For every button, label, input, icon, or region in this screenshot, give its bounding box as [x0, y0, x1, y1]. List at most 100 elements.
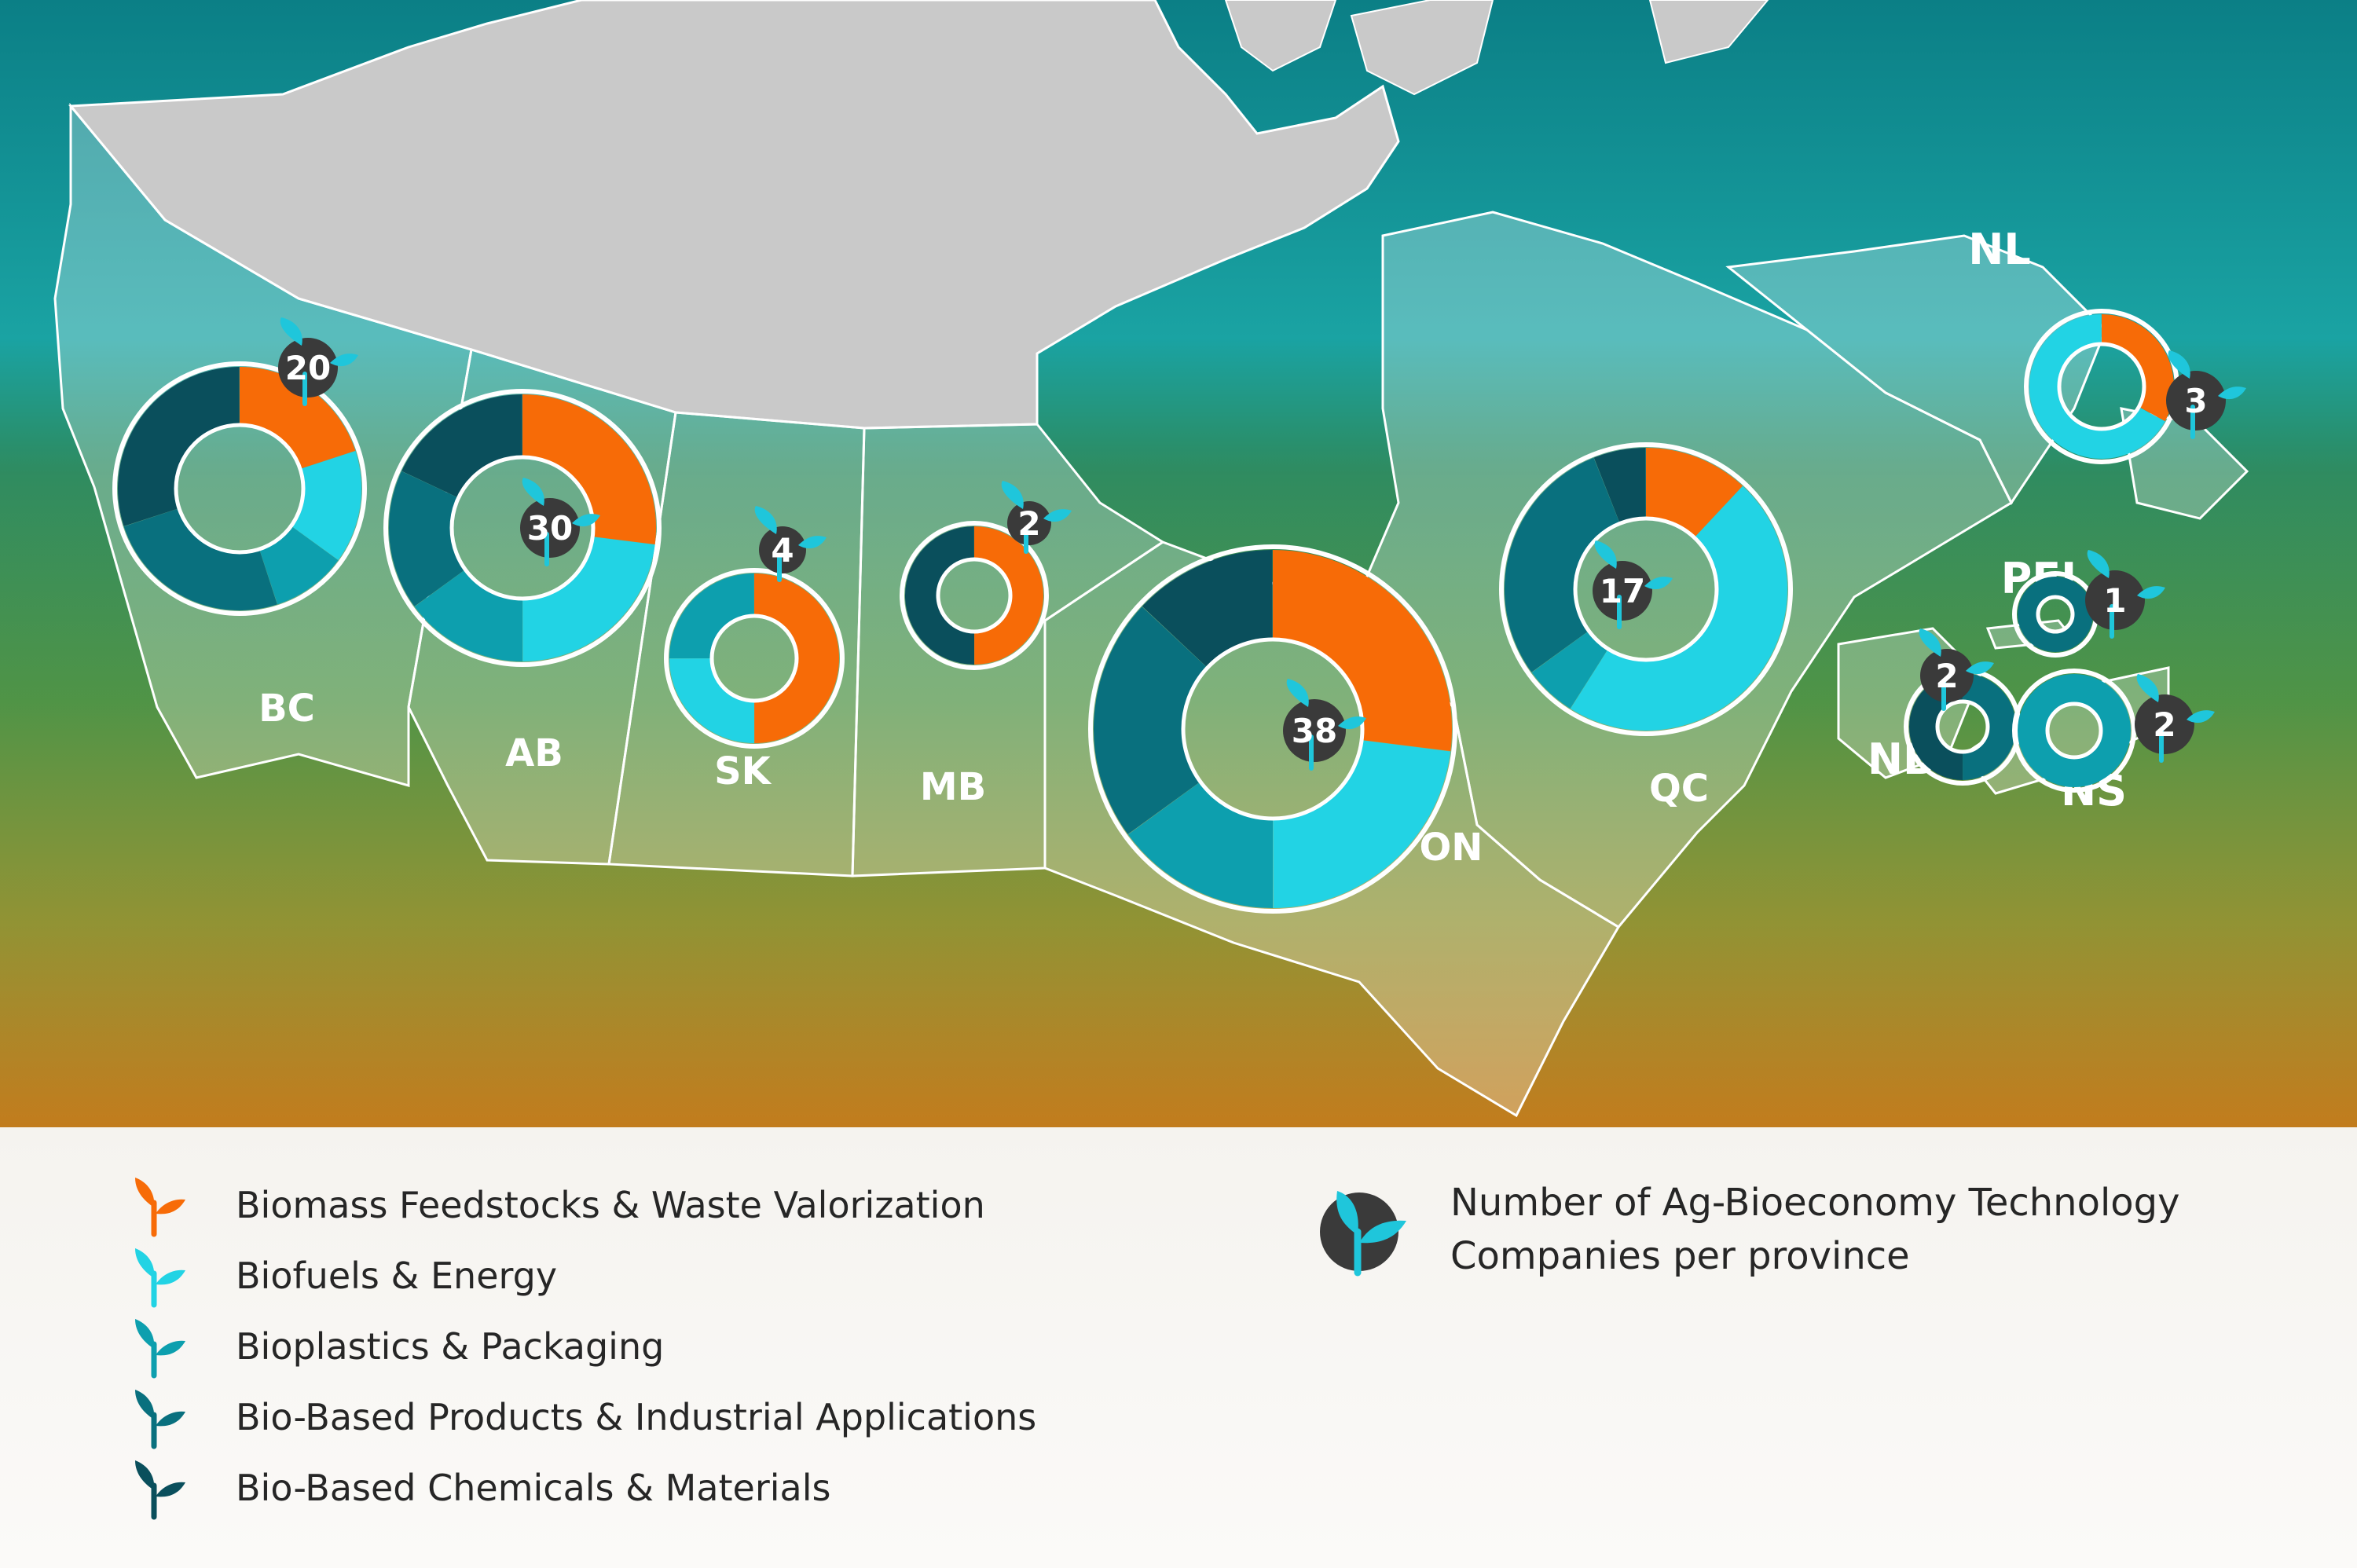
- donut-slice-nl-0: [2102, 314, 2174, 422]
- donut-slice-on-2: [1127, 782, 1273, 908]
- count-badge-circle: [1283, 699, 1346, 762]
- donut-slice-ab-0: [522, 394, 656, 544]
- donut-inner-outline: [1573, 516, 1719, 662]
- label-ab: AB: [505, 731, 563, 775]
- sprout-icon: [754, 506, 827, 582]
- donut-inner-outline: [2045, 702, 2103, 760]
- legend-item-bio-chemicals: Bio-Based Chemicals & Materials: [126, 1457, 1147, 1520]
- arctic-islands: [1224, 0, 1769, 96]
- donut-slice-bc-4: [117, 367, 240, 526]
- legend-label: Biomass Feedstocks & Waste Valorization: [236, 1184, 985, 1226]
- donut-inner-outline: [709, 614, 799, 703]
- donut-outline: [1499, 442, 1793, 736]
- sprout-icon: [2136, 674, 2215, 763]
- sprout-icon: [522, 478, 600, 566]
- donut-pei: 1: [2012, 550, 2165, 658]
- donut-slice-ab-4: [401, 394, 522, 497]
- donut-sk: 4: [664, 506, 845, 749]
- donut-inner-outline: [1181, 637, 1365, 821]
- count-badge-circle: [2135, 694, 2194, 754]
- donut-inner-outline: [174, 423, 306, 555]
- donut-bc: 20: [112, 317, 367, 616]
- sprout-icon: [1286, 679, 1366, 771]
- donut-slice-ab-1: [522, 537, 655, 661]
- donut-slice-sk-2: [669, 573, 754, 658]
- donut-slice-on-0: [1273, 549, 1453, 752]
- donut-slice-ab-3: [388, 471, 464, 606]
- count-badge-nb: 2: [1919, 628, 1994, 711]
- province-labels: BC AB SK MB ON QC NL PEI NB NS: [258, 225, 2127, 870]
- count-badge-sk: 4: [754, 506, 827, 582]
- donut-inner-outline: [1935, 699, 1990, 754]
- donut-slice-sk-0: [754, 573, 840, 743]
- donut-slice-pei-3: [2018, 577, 2093, 652]
- sprout-icon: [135, 1390, 185, 1449]
- count-badge-circle: [1007, 501, 1051, 545]
- donut-outline: [900, 521, 1049, 670]
- count-badge-circle: [278, 338, 338, 397]
- sprout-icon: [2168, 350, 2246, 439]
- count-badge-mb: 2: [1001, 481, 1072, 554]
- donut-slice-mb-4: [904, 526, 974, 665]
- sprout-icon: [280, 317, 358, 406]
- donut-outline: [664, 568, 845, 749]
- count-badge-circle: [2166, 371, 2226, 430]
- donut-outline: [112, 361, 367, 616]
- sprout-icon: [135, 1178, 185, 1237]
- sprout-icon: [1001, 481, 1072, 554]
- province-bc-shape: [53, 102, 473, 787]
- count-badge-on: 38: [1283, 679, 1366, 771]
- donut-slice-ab-2: [414, 570, 522, 661]
- label-mb: MB: [920, 765, 986, 809]
- count-badge-circle: [520, 498, 580, 558]
- legend-panel: [0, 1127, 2357, 1568]
- count-value: 38: [1292, 712, 1337, 750]
- legend-item-bio-products: Bio-Based Products & Industrial Applicat…: [126, 1387, 1147, 1449]
- donut-nl: 3: [2024, 309, 2246, 464]
- legend-label: Bioplastics & Packaging: [236, 1325, 665, 1368]
- legend-item-biomass: Biomass Feedstocks & Waste Valorization: [126, 1174, 1147, 1237]
- donut-slice-nl-1: [2029, 314, 2165, 460]
- map-panel: BC AB SK MB ON QC NL PEI NB NS 20 30 4 2 38 1…: [0, 0, 2357, 1127]
- count-value: 30: [527, 509, 573, 548]
- legend-label: Biofuels & Energy: [236, 1255, 558, 1297]
- count-value: 17: [1600, 572, 1645, 610]
- count-value: 2: [2153, 705, 2176, 744]
- donut-slice-bc-2: [259, 526, 339, 605]
- donut-slice-sk-1: [669, 658, 754, 743]
- count-badge-circle: [1593, 561, 1652, 621]
- label-on: ON: [1420, 826, 1483, 870]
- count-legend-icon: [1304, 1171, 1414, 1280]
- sprout-icon: [1594, 540, 1673, 629]
- label-bc: BC: [258, 687, 315, 731]
- donut-ns: 2: [2012, 669, 2215, 793]
- count-value: 2: [1017, 504, 1040, 543]
- label-qc: QC: [1649, 767, 1709, 811]
- donut-outline: [2012, 669, 2136, 793]
- donut-slice-bc-1: [292, 451, 361, 560]
- count-badge-bc: 20: [278, 317, 358, 406]
- count-badge-ab: 30: [520, 478, 600, 566]
- donut-on: 38: [1088, 544, 1457, 914]
- sprout-icon: [135, 1319, 185, 1379]
- count-value: 20: [285, 349, 331, 387]
- donut-slice-bc-0: [240, 367, 356, 469]
- donut-inner-outline: [2036, 595, 2075, 634]
- count-badge-ns: 2: [2135, 674, 2215, 763]
- label-nl: NL: [1968, 225, 2031, 274]
- donut-ab: 30: [383, 389, 662, 667]
- count-badge-circle: [2085, 570, 2145, 630]
- donut-slice-qc-2: [1531, 632, 1607, 709]
- donut-inner-outline: [2057, 342, 2146, 431]
- label-sk: SK: [714, 749, 772, 793]
- count-value: 1: [2103, 581, 2126, 620]
- legend-label: Bio-Based Products & Industrial Applicat…: [236, 1396, 1037, 1438]
- canada-map: BC AB SK MB ON QC NL PEI NB NS 20 30 4 2 38 1…: [0, 0, 2357, 1127]
- count-value: 4: [771, 531, 794, 570]
- count-badge-circle: [1920, 649, 1974, 702]
- donut-outline: [1088, 544, 1457, 914]
- count-value: 3: [2184, 382, 2207, 420]
- donut-mb: 2: [900, 481, 1072, 670]
- donut-slice-qc-3: [1505, 457, 1619, 672]
- donut-slice-bc-3: [123, 508, 277, 610]
